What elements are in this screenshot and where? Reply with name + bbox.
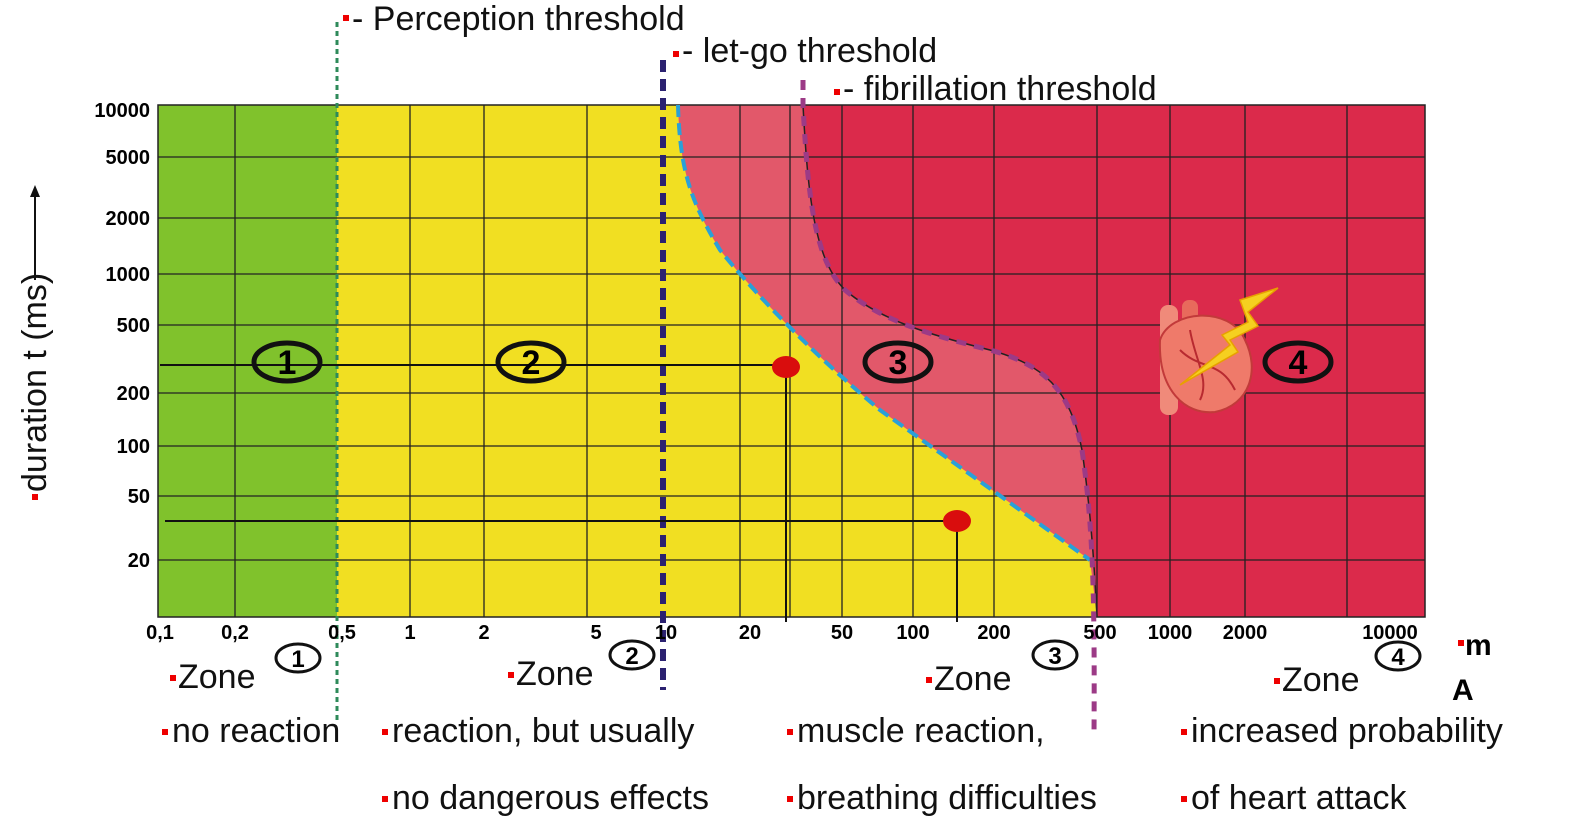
zone-description: no reaction [172, 712, 340, 750]
x-tick-label: 20 [739, 622, 761, 644]
bullet [673, 51, 679, 57]
x-unit: m [1465, 629, 1492, 662]
y-tick-label: 5000 [106, 147, 151, 169]
zone-description: of heart attack [1191, 779, 1407, 817]
x-tick-label: 50 [831, 622, 853, 644]
zone-marker: 4 [1289, 344, 1308, 382]
x-tick-label: 0,1 [146, 622, 174, 644]
threshold-label: - Perception threshold [352, 0, 685, 38]
x-tick-label: 1000 [1148, 622, 1193, 644]
y-tick-label: 20 [128, 550, 150, 572]
zone-number: 4 [1391, 644, 1405, 671]
x-tick-label: 0,5 [328, 622, 356, 644]
bullet [382, 729, 388, 735]
zone-description: increased probability [1191, 712, 1503, 750]
zone-marker: 1 [278, 344, 297, 382]
y-tick-label: 100 [117, 436, 150, 458]
zone-description: muscle reaction, [797, 712, 1045, 750]
zone-number: 1 [291, 646, 304, 673]
bullet [343, 15, 349, 21]
x-tick-label: 200 [977, 622, 1010, 644]
bullet [162, 729, 168, 735]
zone-description: breathing difficulties [797, 779, 1097, 817]
x-tick-label: 100 [896, 622, 929, 644]
bullet [834, 89, 840, 95]
y-axis-title: duration t (ms) [16, 185, 54, 500]
bullet [508, 672, 514, 678]
bullet [926, 677, 932, 683]
zone-label: Zone [1282, 661, 1360, 699]
bullet [1181, 729, 1187, 735]
threshold-label: - let-go threshold [682, 32, 937, 70]
x-tick-label: 10 [655, 622, 677, 644]
axis-arrow-head [30, 185, 40, 197]
y-tick-label: 2000 [106, 208, 151, 230]
zone-marker: 3 [889, 344, 908, 382]
x-tick-label: 2 [478, 622, 489, 644]
x-tick-label: 1 [404, 622, 415, 644]
zone-marker: 2 [522, 344, 541, 382]
y-tick-label: 500 [117, 315, 150, 337]
example-point [943, 510, 971, 532]
zone-label: Zone [934, 660, 1012, 698]
zone-1-area [158, 105, 337, 617]
bullet [787, 729, 793, 735]
bullet [1274, 678, 1280, 684]
bullet [170, 675, 176, 681]
bullet [382, 796, 388, 802]
example-point [772, 356, 800, 378]
zone-label: Zone [178, 658, 256, 696]
y-tick-label: 200 [117, 383, 150, 405]
x-tick-label: 5 [590, 622, 601, 644]
bullet [1458, 640, 1464, 646]
x-unit: A [1452, 674, 1474, 707]
zone-number: 2 [625, 643, 638, 670]
threshold-label: - fibrillation threshold [843, 70, 1157, 108]
zone-description: reaction, but usually [392, 712, 694, 750]
x-tick-label: 2000 [1223, 622, 1268, 644]
x-tick-label: 0,2 [221, 622, 249, 644]
x-tick-label: 10000 [1362, 622, 1418, 644]
bullet [1181, 796, 1187, 802]
y-tick-label: 50 [128, 486, 150, 508]
bullet [787, 796, 793, 802]
bullet [32, 494, 38, 500]
x-tick-label: 500 [1083, 622, 1116, 644]
zone-number: 3 [1048, 643, 1061, 670]
zone-label: Zone [516, 655, 594, 693]
diagram: 1 2 3 4 - Perception threshold - let-go thr… [0, 0, 1580, 825]
y-tick-label: 1000 [106, 264, 151, 286]
y-tick-label: 10000 [94, 100, 150, 122]
y-axis-label: duration t (ms) [16, 273, 54, 492]
zone-description: no dangerous effects [392, 779, 709, 817]
